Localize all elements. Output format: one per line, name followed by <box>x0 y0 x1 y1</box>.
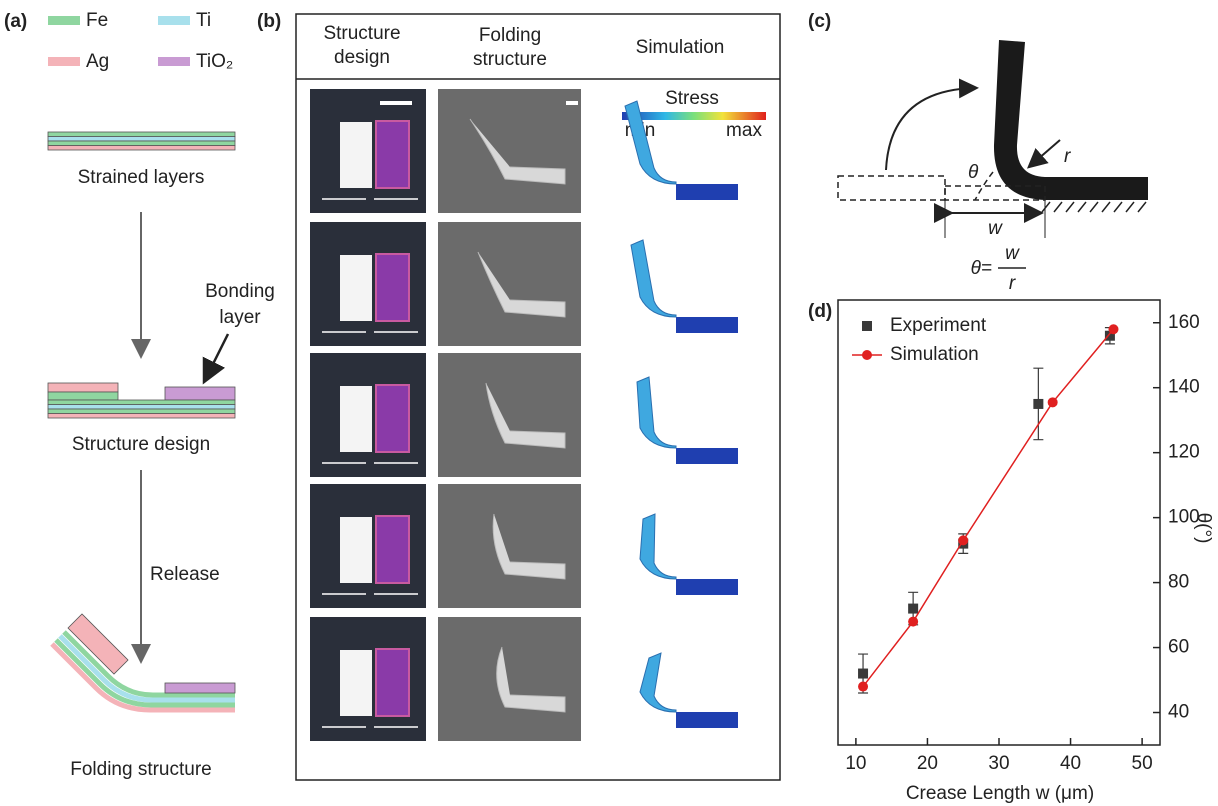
x-tick-label: 20 <box>917 753 938 774</box>
colorbar-title: Stress <box>665 88 719 109</box>
y-tick-label: 140 <box>1168 377 1200 398</box>
sem-image <box>438 484 581 608</box>
legend-text: Simulation <box>890 344 979 365</box>
x-tick-label: 10 <box>845 753 866 774</box>
colorbar-max: max <box>726 120 762 141</box>
legend-marker <box>862 350 872 360</box>
step-label: Structure design <box>72 434 210 455</box>
hatch <box>1042 202 1146 212</box>
panel-a: (a) Fe Ti Ag TiO₂ Strained layers Bondin… <box>4 10 275 780</box>
sem-image <box>438 222 581 346</box>
panel-b: (b) Structure design Folding structure S… <box>257 11 780 780</box>
formula: θ= <box>971 258 992 279</box>
theta-label: θ <box>968 162 979 183</box>
point <box>958 535 968 545</box>
column-header: structure <box>473 49 547 70</box>
sim-arm <box>640 514 676 579</box>
annotation: layer <box>219 307 261 328</box>
layer-stack <box>48 132 235 150</box>
column-header: Structure <box>323 23 400 44</box>
plot-frame <box>838 300 1160 745</box>
radius-label: r <box>1064 146 1071 167</box>
panel-label: (c) <box>808 11 831 32</box>
layer-stack <box>48 383 235 418</box>
folded-stack <box>52 614 235 710</box>
x-tick-label: 40 <box>1060 753 1081 774</box>
formula: w <box>1005 243 1020 264</box>
x-tick-label: 30 <box>988 753 1009 774</box>
x-axis-label: Crease Length w (μm) <box>906 783 1094 804</box>
design-pad <box>340 650 372 716</box>
design-pad <box>376 385 409 452</box>
panel-label: (a) <box>4 11 27 32</box>
arrow <box>205 334 228 380</box>
sem-image <box>438 617 581 741</box>
y-tick-label: 80 <box>1168 572 1189 593</box>
panel-c: (c) θ r w θ= w r <box>808 11 1148 294</box>
swatch <box>48 16 80 25</box>
design-pad <box>340 255 372 321</box>
legend-text: Experiment <box>890 315 987 336</box>
swatch <box>158 57 190 66</box>
sim-arm <box>640 653 676 712</box>
column-header: Simulation <box>636 37 725 58</box>
figure: (a) Fe Ti Ag TiO₂ Strained layers Bondin… <box>0 0 1218 806</box>
column-header: design <box>334 47 390 68</box>
folded-bar <box>994 40 1148 200</box>
y-tick-label: 160 <box>1168 312 1200 333</box>
design-pad <box>376 121 409 188</box>
sim-base <box>676 579 738 595</box>
annotation: Bonding <box>205 281 275 302</box>
point <box>1108 324 1118 334</box>
point <box>1048 397 1058 407</box>
width-label: w <box>988 218 1003 239</box>
panel-label: (b) <box>257 11 281 32</box>
radius-arrow <box>1030 140 1060 166</box>
design-pad <box>340 122 372 188</box>
sem-image <box>438 89 581 213</box>
sim-base <box>676 448 738 464</box>
design-pad <box>376 649 409 716</box>
swatch <box>158 16 190 25</box>
sem-image <box>438 353 581 477</box>
series-line <box>863 329 1113 686</box>
legend-marker <box>862 321 872 331</box>
y-tick-label: 100 <box>1168 507 1200 528</box>
sim-base <box>676 712 738 728</box>
y-tick-label: 60 <box>1168 637 1189 658</box>
sim-arm <box>631 240 676 317</box>
panel-label: (d) <box>808 301 832 322</box>
sim-arm <box>637 377 676 448</box>
formula: r <box>1009 273 1016 294</box>
legend-text: TiO₂ <box>196 51 233 72</box>
design-pad <box>340 517 372 583</box>
point <box>1033 399 1043 409</box>
y-tick-label: 120 <box>1168 442 1200 463</box>
colorbar <box>622 112 766 120</box>
point <box>858 669 868 679</box>
fold-arrow <box>886 88 975 170</box>
design-pad <box>340 386 372 452</box>
x-tick-label: 50 <box>1132 753 1153 774</box>
scale-bar <box>380 101 412 105</box>
y-tick-label: 40 <box>1168 702 1189 723</box>
legend-text: Ag <box>86 51 109 72</box>
step-label: Strained layers <box>78 167 205 188</box>
sim-base <box>676 184 738 200</box>
legend-text: Fe <box>86 10 108 31</box>
scale-bar <box>566 101 578 105</box>
legend-text: Ti <box>196 10 211 31</box>
design-pad <box>376 254 409 321</box>
column-header: Folding <box>479 25 541 46</box>
design-pad <box>376 516 409 583</box>
step-label: Folding structure <box>70 759 212 780</box>
point <box>858 682 868 692</box>
sim-base <box>676 317 738 333</box>
point <box>908 604 918 614</box>
arrow-label: Release <box>150 564 220 585</box>
swatch <box>48 57 80 66</box>
point <box>908 617 918 627</box>
